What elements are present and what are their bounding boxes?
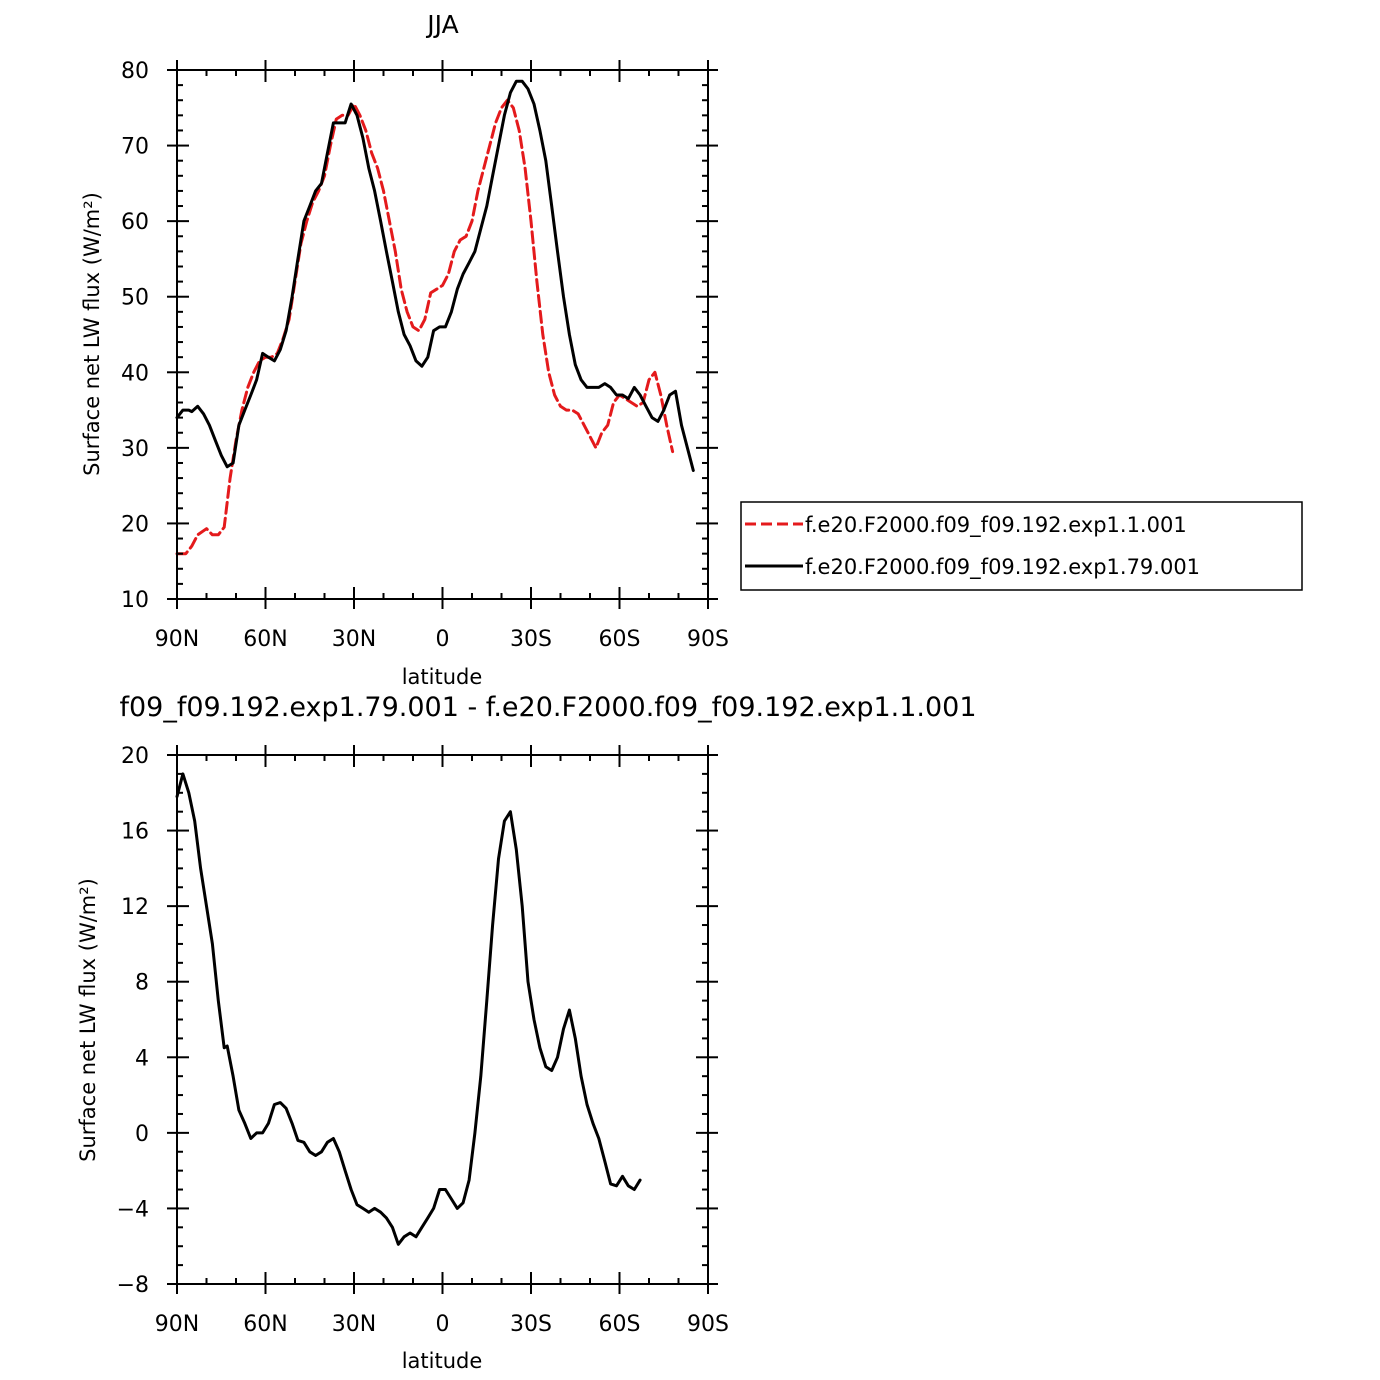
- legend-box: [740, 501, 1303, 591]
- difference-plot-frame: [176, 754, 709, 1285]
- x-tick-label: 0: [436, 627, 450, 652]
- legend: f.e20.F2000.f09_f09.192.exp1.1.001 f.e20…: [740, 501, 1303, 591]
- y-tick-label: 30: [121, 437, 149, 462]
- legend-entry-series-1: f.e20.F2000.f09_f09.192.exp1.1.001: [805, 513, 1187, 538]
- difference-y-tick-label: −8: [117, 1273, 149, 1298]
- y-tick-label: 60: [121, 210, 149, 235]
- legend-entry-series-2: f.e20.F2000.f09_f09.192.exp1.79.001: [805, 555, 1200, 580]
- difference-y-tick-label: 20: [121, 744, 149, 769]
- y-tick-label: 50: [121, 286, 149, 311]
- difference-x-tick-label: 0: [436, 1312, 450, 1337]
- y-tick-label: 70: [121, 135, 149, 160]
- difference-y-tick-label: 0: [135, 1122, 149, 1147]
- series-line-1: [175, 98, 675, 556]
- y-tick-label: 10: [121, 588, 149, 613]
- y-tick-label: 20: [121, 512, 149, 537]
- x-tick-label: 60S: [599, 627, 641, 652]
- top-panel: JJA 90N 60N 30N 0 30S 60S 90S1020304050607080 …: [80, 10, 729, 689]
- x-axis-label: latitude: [402, 665, 483, 689]
- x-axis-label-difference: latitude: [402, 1349, 483, 1373]
- plot-frame: [176, 69, 709, 600]
- x-tick-label: 30N: [332, 627, 376, 652]
- difference-y-tick-label: −4: [117, 1197, 149, 1222]
- x-tick-label: 30S: [510, 627, 552, 652]
- x-tick-label: 90S: [687, 627, 729, 652]
- difference-x-tick-label: 90S: [687, 1312, 729, 1337]
- y-axis-label-difference: Surface net LW flux (W/m²): [76, 878, 100, 1162]
- difference-y-tick-label: 12: [121, 895, 149, 920]
- difference-x-tick-label: 60N: [243, 1312, 287, 1337]
- difference-x-tick-label: 60S: [599, 1312, 641, 1337]
- difference-series-line-1: [175, 772, 642, 1246]
- plot-area-difference: 90N 60N 30N 0 30S 60S 90S −8 −4 0 4 8 12 16 20: [117, 744, 729, 1337]
- difference-x-tick-label: 30S: [510, 1312, 552, 1337]
- difference-y-tick-label: 16: [121, 820, 149, 845]
- series-line-2: [175, 79, 695, 472]
- difference-y-tick-label: 8: [135, 971, 149, 996]
- difference-x-tick-label: 30N: [332, 1312, 376, 1337]
- bottom-panel: f09_f09.192.exp1.79.001 - f.e20.F2000.f0…: [76, 692, 977, 1373]
- y-tick-label: 40: [121, 361, 149, 386]
- y-tick-label: 80: [121, 59, 149, 84]
- y-axis-label: Surface net LW flux (W/m²): [80, 192, 104, 476]
- chart-title: JJA: [425, 10, 458, 39]
- x-tick-label: 90N: [155, 627, 199, 652]
- x-tick-label: 60N: [243, 627, 287, 652]
- difference-x-tick-label: 90N: [155, 1312, 199, 1337]
- difference-y-tick-label: 4: [135, 1046, 149, 1071]
- plot-area: 90N 60N 30N 0 30S 60S 90S 10 20 30 40 50 60 70 80: [121, 59, 729, 652]
- chart-title-difference: f09_f09.192.exp1.79.001 - f.e20.F2000.f0…: [119, 692, 976, 723]
